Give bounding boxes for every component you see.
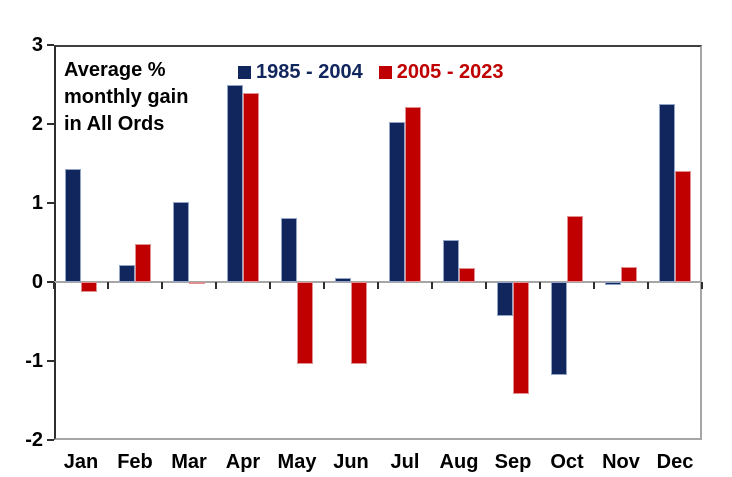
chart-title-line-3: in All Ords	[64, 113, 165, 135]
bar-oct-series1	[551, 282, 567, 376]
y-axis-tick	[47, 123, 54, 125]
bar-nov-series2	[621, 266, 637, 282]
x-axis-tick	[53, 282, 55, 289]
bar-mar-series2	[189, 282, 205, 285]
legend: 1985 - 2004 2005 - 2023	[238, 61, 504, 84]
x-axis-tick	[485, 282, 487, 289]
x-axis-tick	[593, 282, 595, 289]
y-tick-label-1: 1	[31, 192, 43, 214]
x-tick-label-jul: Jul	[390, 451, 420, 473]
chart-title-line-1: Average %	[64, 59, 166, 81]
x-axis-tick	[431, 282, 433, 289]
bar-nov-series1	[605, 282, 621, 286]
legend-swatch-blue	[238, 66, 251, 79]
bar-jul-series1	[389, 122, 405, 282]
bar-mar-series1	[173, 202, 189, 282]
x-axis-tick	[377, 282, 379, 289]
x-tick-label-jan: Jan	[63, 451, 99, 473]
bar-jan-series2	[81, 282, 97, 293]
y-axis-tick	[47, 202, 54, 204]
legend-label-1985-2004: 1985 - 2004	[256, 61, 363, 83]
y-tick-label-0: 0	[31, 271, 43, 293]
bar-feb-series2	[135, 244, 151, 282]
chart-title: Average % monthly gain in All Ords	[64, 57, 188, 138]
x-axis-tick	[701, 282, 703, 289]
bar-jun-series2	[351, 282, 367, 365]
y-axis-tick	[47, 281, 54, 283]
y-tick-label--2: -2	[25, 429, 43, 451]
x-axis-tick	[161, 282, 163, 289]
x-tick-label-jun: Jun	[333, 451, 369, 473]
y-axis-tick	[47, 44, 54, 46]
x-tick-label-oct: Oct	[550, 451, 584, 473]
bar-oct-series2	[567, 215, 583, 282]
y-axis-tick	[47, 360, 54, 362]
bar-may-series1	[281, 218, 297, 282]
bar-dec-series2	[675, 171, 691, 282]
x-tick-label-feb: Feb	[117, 451, 153, 473]
x-axis-tick	[539, 282, 541, 289]
x-tick-label-sep: Sep	[494, 451, 532, 473]
x-tick-label-nov: Nov	[602, 451, 640, 473]
legend-item-1985-2004: 1985 - 2004	[238, 61, 363, 84]
y-tick-label-3: 3	[31, 34, 43, 56]
y-tick-label-2: 2	[31, 113, 43, 135]
plot-area-border	[54, 45, 702, 440]
bar-sep-series2	[513, 282, 529, 395]
x-axis-tick	[323, 282, 325, 289]
x-tick-label-dec: Dec	[656, 451, 694, 473]
x-axis-tick	[215, 282, 217, 289]
x-axis-tick	[107, 282, 109, 289]
bar-apr-series2	[243, 93, 259, 282]
bar-sep-series1	[497, 282, 513, 316]
x-tick-label-aug: Aug	[439, 451, 479, 473]
bar-aug-series2	[459, 267, 475, 282]
x-axis-tick	[269, 282, 271, 289]
x-tick-label-may: May	[277, 451, 317, 473]
bar-jul-series2	[405, 107, 421, 282]
legend-swatch-red	[378, 66, 392, 79]
y-tick-label--1: -1	[25, 350, 43, 372]
bar-jan-series1	[65, 169, 81, 282]
x-axis-tick	[647, 282, 649, 289]
legend-item-2005-2023: 2005 - 2023	[378, 61, 504, 84]
bar-dec-series1	[659, 104, 675, 282]
bar-feb-series1	[119, 265, 135, 282]
y-axis-tick	[47, 439, 54, 441]
x-tick-label-apr: Apr	[225, 451, 261, 473]
bar-apr-series1	[227, 85, 243, 282]
legend-label-2005-2023: 2005 - 2023	[396, 61, 504, 83]
bar-aug-series1	[443, 240, 459, 282]
bar-jun-series1	[335, 278, 351, 282]
bar-may-series2	[297, 282, 313, 365]
chart-title-line-2: monthly gain	[64, 86, 189, 108]
x-tick-label-mar: Mar	[171, 451, 207, 473]
